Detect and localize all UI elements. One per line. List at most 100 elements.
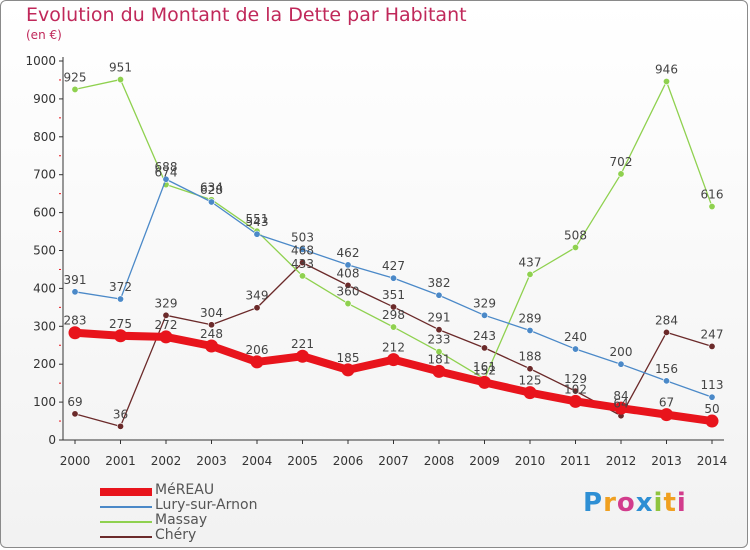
logo-letter: o [616,488,636,518]
data-point [389,274,397,282]
y-tick-label: 500 [33,244,56,258]
data-point [114,329,127,343]
data-point [159,330,173,344]
data-point [344,300,352,308]
data-label: 433 [291,257,314,271]
chart-title: Evolution du Montant de la Dette par Hab… [26,4,467,26]
data-label: 243 [473,329,496,343]
y-tick-label: 100 [33,395,56,409]
data-point [208,321,216,329]
data-point [526,270,534,278]
x-tick-label: 2011 [560,454,591,468]
y-tick-label: 700 [33,168,56,182]
y-tick-label: 800 [33,130,56,144]
legend-label: Chéry [155,527,197,543]
y-tick-label: 600 [33,206,56,220]
logo-letter: P [583,488,604,518]
x-tick-label: 2013 [651,454,682,468]
x-tick-label: 2014 [697,454,728,468]
data-label: 462 [337,246,360,260]
x-tick-label: 2003 [196,454,227,468]
data-labels: 283 275 272 248 206 221 185 212 181 152 125 102 84 67… [64,61,724,422]
data-point [662,377,670,385]
x-tick-label: 2010 [515,454,546,468]
data-label: 200 [610,345,633,359]
x-tick-label: 2009 [469,454,500,468]
data-point [208,198,216,206]
data-label: 427 [382,259,405,273]
data-point [71,288,79,296]
data-label: 67 [659,396,674,410]
data-point [435,326,443,334]
proxiti-logo: Proxiti [583,488,687,518]
data-point [435,348,443,356]
data-point [250,355,264,369]
data-label: 468 [291,244,314,258]
data-point [526,326,534,334]
data-point [387,353,400,367]
data-label: 156 [655,362,678,376]
x-tick-label: 2002 [151,454,182,468]
data-point [344,281,352,289]
data-label: 351 [382,288,405,302]
data-label: 382 [428,276,451,290]
x-tick-label: 2005 [287,454,318,468]
logo-letter: i [653,488,664,518]
data-label: 437 [519,255,542,269]
data-point [71,410,79,418]
data-point [478,375,491,389]
data-label: 248 [200,327,223,341]
data-point [389,303,397,311]
data-label: 272 [155,318,178,332]
data-point [298,245,306,253]
data-point [614,401,628,415]
data-point [117,295,125,303]
legend-label: Lury-sur-Arnon [155,497,258,513]
x-tick-label: 2007 [378,454,409,468]
logo-letter: r [603,488,617,518]
data-point [253,304,261,312]
data-label: 188 [519,350,542,364]
data-label: 702 [610,155,633,169]
legend-swatch [100,536,152,538]
y-tick-label: 200 [33,357,56,371]
logo-letter: x [635,488,654,518]
data-point [341,363,355,377]
data-point [523,386,537,400]
legend-swatch [100,506,152,508]
legend-label: MéREAU [155,482,215,498]
data-label: 408 [337,266,360,280]
legend-swatch [100,521,152,523]
data-point [708,342,716,350]
logo-letter: t [663,488,677,518]
data-label: 391 [64,273,87,287]
data-label: 64 [613,397,628,411]
data-label: 181 [428,352,451,366]
data-label: 329 [155,296,178,310]
data-label: 289 [519,311,542,325]
data-point [435,291,443,299]
data-label: 508 [564,228,587,242]
y-tick-label: 400 [33,281,56,295]
data-label: 925 [64,70,87,84]
data-label: 50 [704,402,719,416]
data-point [298,259,306,267]
data-label: 283 [64,314,87,328]
x-tick-label: 2004 [242,454,273,468]
data-label: 634 [200,181,223,195]
data-label: 221 [291,337,314,351]
data-point [389,323,397,331]
data-label: 185 [337,351,360,365]
data-point [117,422,125,430]
data-point [117,76,125,84]
data-point [526,365,534,373]
data-point [432,364,446,378]
x-tick-label: 2006 [333,454,364,468]
data-point [71,85,79,93]
data-label: 616 [701,188,724,202]
data-point [205,339,218,353]
data-point [571,387,579,395]
data-label: 291 [428,311,451,325]
